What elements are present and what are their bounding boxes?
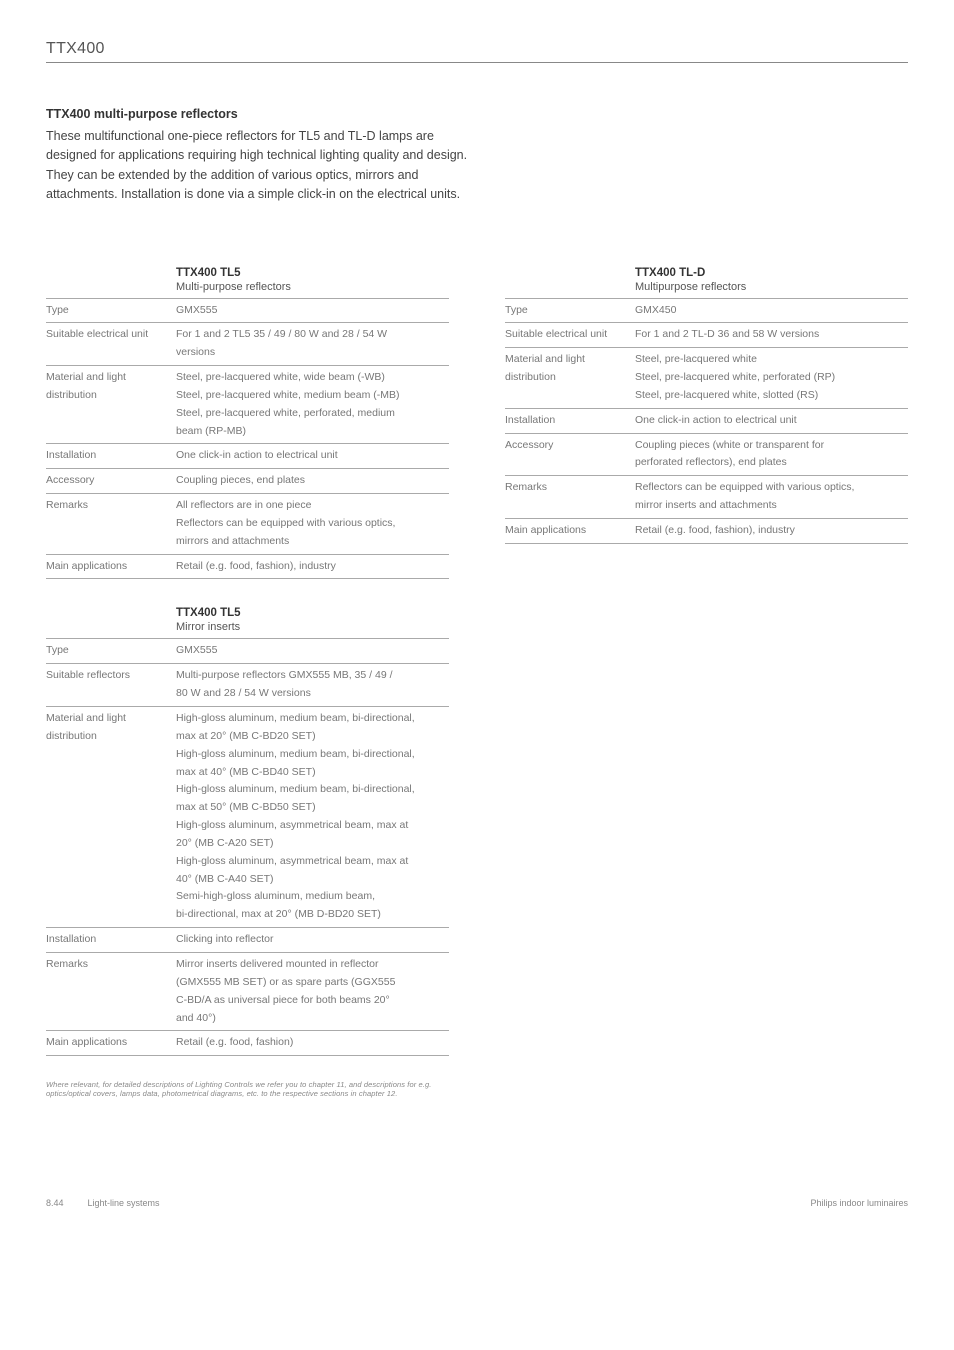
spec-row: Suitable electrical unitFor 1 and 2 TL-D… [505,322,908,347]
spec-value: Retail (e.g. food, fashion), industry [635,522,908,540]
spec-label: Main applications [505,522,635,540]
spec-row: Main applicationsRetail (e.g. food, fash… [505,518,908,544]
intro-title: TTX400 multi-purpose reflectors [46,107,908,121]
spec-value: One click-in action to electrical unit [635,412,908,430]
spec-row: TypeGMX555 [46,298,449,323]
spec-label: Material and light distribution [505,351,635,405]
spec-label: Installation [46,447,176,465]
block-title: TTX400 TL-D [635,263,746,279]
spec-label: Type [46,642,176,660]
spec-row: InstallationClicking into reflector [46,927,449,952]
spec-label: Remarks [46,956,176,1027]
spec-row: AccessoryCoupling pieces, end plates [46,468,449,493]
page-footer: 8.44 Light-line systems Philips indoor l… [46,1198,908,1208]
spec-value: Retail (e.g. food, fashion) [176,1034,449,1052]
page-header: TTX400 [46,40,908,63]
spec-row: TypeGMX450 [505,298,908,323]
spec-value: High-gloss aluminum, medium beam, bi-dir… [176,710,449,924]
spec-label: Remarks [505,479,635,515]
spec-value: For 1 and 2 TL-D 36 and 58 W versions [635,326,908,344]
spec-label: Suitable reflectors [46,667,176,703]
block-subtitle: Multipurpose reflectors [635,281,746,296]
spec-value: All reflectors are in one pieceReflector… [176,497,449,551]
spec-label: Type [505,302,635,320]
footer-section: Light-line systems [88,1198,160,1208]
spec-value: Multi-purpose reflectors GMX555 MB, 35 /… [176,667,449,703]
spec-row: Main applicationsRetail (e.g. food, fash… [46,1030,449,1056]
spec-row: Suitable electrical unitFor 1 and 2 TL5 … [46,322,449,365]
spec-value: Reflectors can be equipped with various … [635,479,908,515]
spec-label: Material and light distribution [46,369,176,440]
intro-body: These multifunctional one-piece reflecto… [46,127,476,205]
spec-row: InstallationOne click-in action to elect… [505,408,908,433]
spec-row: InstallationOne click-in action to elect… [46,443,449,468]
spec-value: Coupling pieces, end plates [176,472,449,490]
spec-label: Suitable electrical unit [46,326,176,362]
spec-value: Clicking into reflector [176,931,449,949]
spec-row: AccessoryCoupling pieces (white or trans… [505,433,908,476]
spec-row: RemarksAll reflectors are in one pieceRe… [46,493,449,554]
spec-label: Main applications [46,558,176,576]
spec-value: Steel, pre-lacquered white, wide beam (-… [176,369,449,440]
footer-right: Philips indoor luminaires [810,1198,908,1208]
footer-page-number: 8.44 [46,1198,64,1208]
spec-row: Main applicationsRetail (e.g. food, fash… [46,554,449,580]
spec-value: One click-in action to electrical unit [176,447,449,465]
spec-value: GMX555 [176,302,449,320]
spec-row: Material and light distributionSteel, pr… [46,365,449,443]
spec-row: RemarksReflectors can be equipped with v… [505,475,908,518]
spec-row: Suitable reflectorsMulti-purpose reflect… [46,663,449,706]
spec-label: Main applications [46,1034,176,1052]
spec-label: Remarks [46,497,176,551]
block-subtitle: Mirror inserts [176,621,241,636]
spec-label: Accessory [505,437,635,473]
spec-row: TypeGMX555 [46,638,449,663]
spec-value: Steel, pre-lacquered whiteSteel, pre-lac… [635,351,908,405]
block-title: TTX400 TL5 [176,263,291,279]
spec-label: Installation [505,412,635,430]
block-title: TTX400 TL5 [176,603,241,619]
spec-row: RemarksMirror inserts delivered mounted … [46,952,449,1030]
spec-value: Retail (e.g. food, fashion), industry [176,558,449,576]
spec-rows: TypeGMX555Suitable electrical unitFor 1 … [46,298,449,580]
spec-block-tl5-reflectors: TTX400 TL5 Multi-purpose reflectors Type… [46,263,449,580]
spec-block-tld-reflectors: TTX400 TL-D Multipurpose reflectors Type… [505,263,908,544]
spec-label: Suitable electrical unit [505,326,635,344]
spec-value: Coupling pieces (white or transparent fo… [635,437,908,473]
spec-rows: TypeGMX555Suitable reflectorsMulti-purpo… [46,638,449,1056]
spec-label: Accessory [46,472,176,490]
footnote: Where relevant, for detailed description… [46,1080,449,1098]
spec-block-tl5-mirror: TTX400 TL5 Mirror inserts TypeGMX555Suit… [46,603,449,1056]
spec-label: Type [46,302,176,320]
spec-value: Mirror inserts delivered mounted in refl… [176,956,449,1027]
spec-row: Material and light distributionSteel, pr… [505,347,908,408]
spec-value: GMX555 [176,642,449,660]
spec-label: Material and light distribution [46,710,176,924]
spec-value: GMX450 [635,302,908,320]
spec-value: For 1 and 2 TL5 35 / 49 / 80 W and 28 / … [176,326,449,362]
spec-rows: TypeGMX450Suitable electrical unitFor 1 … [505,298,908,544]
block-subtitle: Multi-purpose reflectors [176,281,291,296]
spec-label: Installation [46,931,176,949]
spec-row: Material and light distributionHigh-glos… [46,706,449,927]
